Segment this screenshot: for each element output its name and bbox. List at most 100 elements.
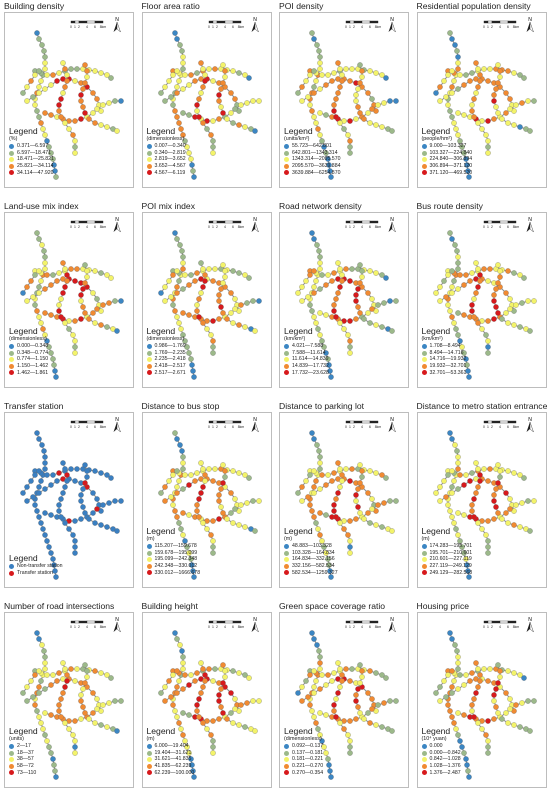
legend-label: 48.883—103.328: [292, 543, 332, 550]
map-panel: Distance to metro station entrance 0 1 2 4 6 8…: [413, 400, 550, 600]
metro-station-marker: [355, 104, 361, 110]
metro-station-marker: [436, 298, 443, 304]
north-label: N: [115, 417, 119, 423]
metro-station-marker: [249, 698, 256, 704]
metro-station-marker: [357, 280, 363, 286]
metro-station-marker: [20, 90, 26, 96]
metro-station-marker: [41, 448, 47, 454]
metro-station-marker: [502, 710, 509, 716]
metro-station-marker: [114, 728, 120, 734]
metro-station-marker: [492, 304, 499, 310]
map-frame: 0 1 2 4 6 8km N Legend (units/km²) 55.723—642.801…: [279, 12, 409, 188]
scale-bar-label: 0: [483, 25, 485, 29]
scale-bar-label: 8km: [375, 425, 382, 429]
metro-station-marker: [506, 306, 513, 312]
metro-station-marker: [104, 672, 110, 678]
metro-station-marker: [157, 90, 164, 96]
metro-station-marker: [504, 120, 511, 126]
metro-station-marker: [175, 320, 182, 326]
north-label: N: [528, 417, 532, 423]
metro-station-marker: [353, 516, 359, 522]
legend-entry: 6.000—19.404: [146, 743, 195, 750]
metro-station-marker: [179, 710, 186, 716]
metro-station-marker: [62, 84, 68, 90]
metro-station-marker: [470, 114, 477, 120]
metro-station-marker: [512, 102, 519, 108]
metro-station-marker: [78, 692, 84, 698]
metro-station-marker: [353, 292, 359, 298]
metro-station-marker: [179, 666, 186, 672]
metro-station-marker: [484, 478, 491, 484]
map-legend: Legend (units/km²) 55.723—642.801 642.801—1…: [284, 127, 340, 176]
metro-station-marker: [221, 274, 228, 280]
metro-station-marker: [48, 482, 54, 488]
legend-label: 17.732—23.628: [292, 369, 329, 376]
metro-station-marker: [492, 686, 499, 692]
metro-station-marker: [205, 466, 212, 472]
metro-station-marker: [498, 516, 505, 522]
legend-label: 159.678—195.099: [154, 549, 198, 556]
metro-station-marker: [339, 72, 345, 78]
metro-station-marker: [494, 710, 501, 716]
metro-station-marker: [48, 682, 54, 688]
map-frame: 0 1 2 4 6 8km N Legend (units) 2—17 18—37 38—57 58—7…: [4, 612, 134, 788]
legend-unit: (dimensionless): [146, 336, 185, 343]
metro-station-marker: [512, 702, 519, 708]
panel-title: POI mix index: [141, 201, 196, 211]
legend-label: 0.774—1.150: [17, 356, 49, 363]
legend-title: Legend: [421, 326, 451, 337]
metro-station-marker: [463, 562, 470, 568]
metro-station-marker: [381, 100, 387, 106]
map-frame: 0 1 2 4 6 8km N Legend (%) 0.371—6.597 6.597—18.47…: [4, 12, 134, 188]
metro-station-marker: [176, 42, 183, 48]
metro-station-marker: [337, 66, 343, 72]
metro-station-marker: [215, 698, 222, 704]
metro-station-marker: [193, 670, 200, 676]
metro-station-marker: [201, 472, 208, 478]
legend-entry: 31.621—41.835: [146, 756, 195, 763]
metro-station-marker: [506, 96, 513, 102]
metro-station-marker: [229, 520, 236, 526]
legend-entry: 41.835—62.239: [146, 763, 195, 770]
metro-station-marker: [448, 68, 455, 74]
metro-station-marker: [201, 278, 208, 284]
metro-station-marker: [357, 662, 363, 668]
metro-station-marker: [494, 510, 501, 516]
legend-entry: 38—57: [9, 756, 38, 763]
metro-station-marker: [255, 498, 262, 504]
north-arrow-icon: N: [526, 417, 534, 433]
legend-entry: 0.986—1.769: [146, 343, 186, 350]
metro-station-marker: [484, 278, 491, 284]
metro-station-marker: [492, 504, 499, 510]
metro-station-marker: [303, 278, 309, 284]
legend-label: 2—17: [17, 743, 31, 750]
metro-station-marker: [516, 524, 523, 530]
metro-station-marker: [484, 338, 491, 344]
legend-entry: 58—72: [9, 763, 38, 770]
metro-station-marker: [454, 654, 461, 660]
metro-station-marker: [295, 90, 301, 96]
metro-station-marker: [448, 490, 455, 496]
map-panel: Road network density 0 1 2 4 6 8km N Legend (km/k…: [275, 200, 413, 400]
legend-entry: Non-transfer station: [9, 563, 63, 570]
metro-station-marker: [255, 98, 262, 104]
scale-bar-label: 0: [208, 625, 210, 629]
metro-station-marker: [474, 320, 481, 326]
metro-station-marker: [484, 344, 491, 350]
metro-station-marker: [311, 668, 317, 674]
metro-station-marker: [383, 75, 389, 81]
metro-station-marker: [335, 60, 341, 66]
metro-station-marker: [337, 720, 343, 726]
metro-station-marker: [327, 168, 333, 174]
metro-station-marker: [309, 230, 315, 236]
metro-station-marker: [379, 472, 385, 478]
metro-station-marker: [235, 270, 242, 276]
metro-station-marker: [393, 298, 399, 304]
metro-station-marker: [181, 338, 188, 344]
metro-station-marker: [221, 268, 228, 274]
legend-label: 2.418—2.517: [154, 362, 186, 369]
legend-entry: 62.239—100.000: [146, 770, 194, 777]
metro-station-marker: [440, 478, 447, 484]
